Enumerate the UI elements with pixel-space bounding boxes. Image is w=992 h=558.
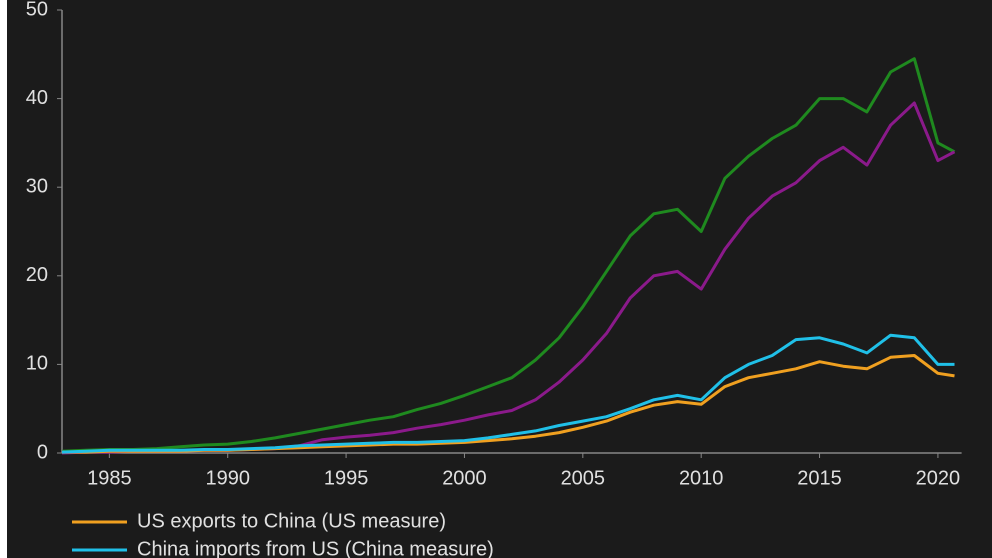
legend-label: China imports from US (China measure) xyxy=(137,538,494,558)
x-tick-label: 2005 xyxy=(561,467,606,489)
y-tick-label: 20 xyxy=(26,264,48,286)
series-line xyxy=(61,333,955,454)
x-tick-label: 2020 xyxy=(916,467,961,489)
x-tick-label: 1985 xyxy=(87,467,132,489)
y-tick-label: 40 xyxy=(26,87,48,109)
x-tick-label: 1990 xyxy=(205,467,250,489)
legend-label: US exports to China (US measure) xyxy=(137,510,446,532)
background xyxy=(7,0,992,558)
series-line xyxy=(61,57,956,453)
y-tick-label: 10 xyxy=(26,353,48,375)
x-tick-label: 1995 xyxy=(324,467,369,489)
y-tick-label: 50 xyxy=(26,0,48,20)
x-tick-label: 2000 xyxy=(442,467,487,489)
y-tick-label: 30 xyxy=(26,175,48,197)
x-tick-label: 2015 xyxy=(797,467,842,489)
x-tick-label: 2010 xyxy=(679,467,724,489)
y-tick-label: 0 xyxy=(37,441,48,463)
